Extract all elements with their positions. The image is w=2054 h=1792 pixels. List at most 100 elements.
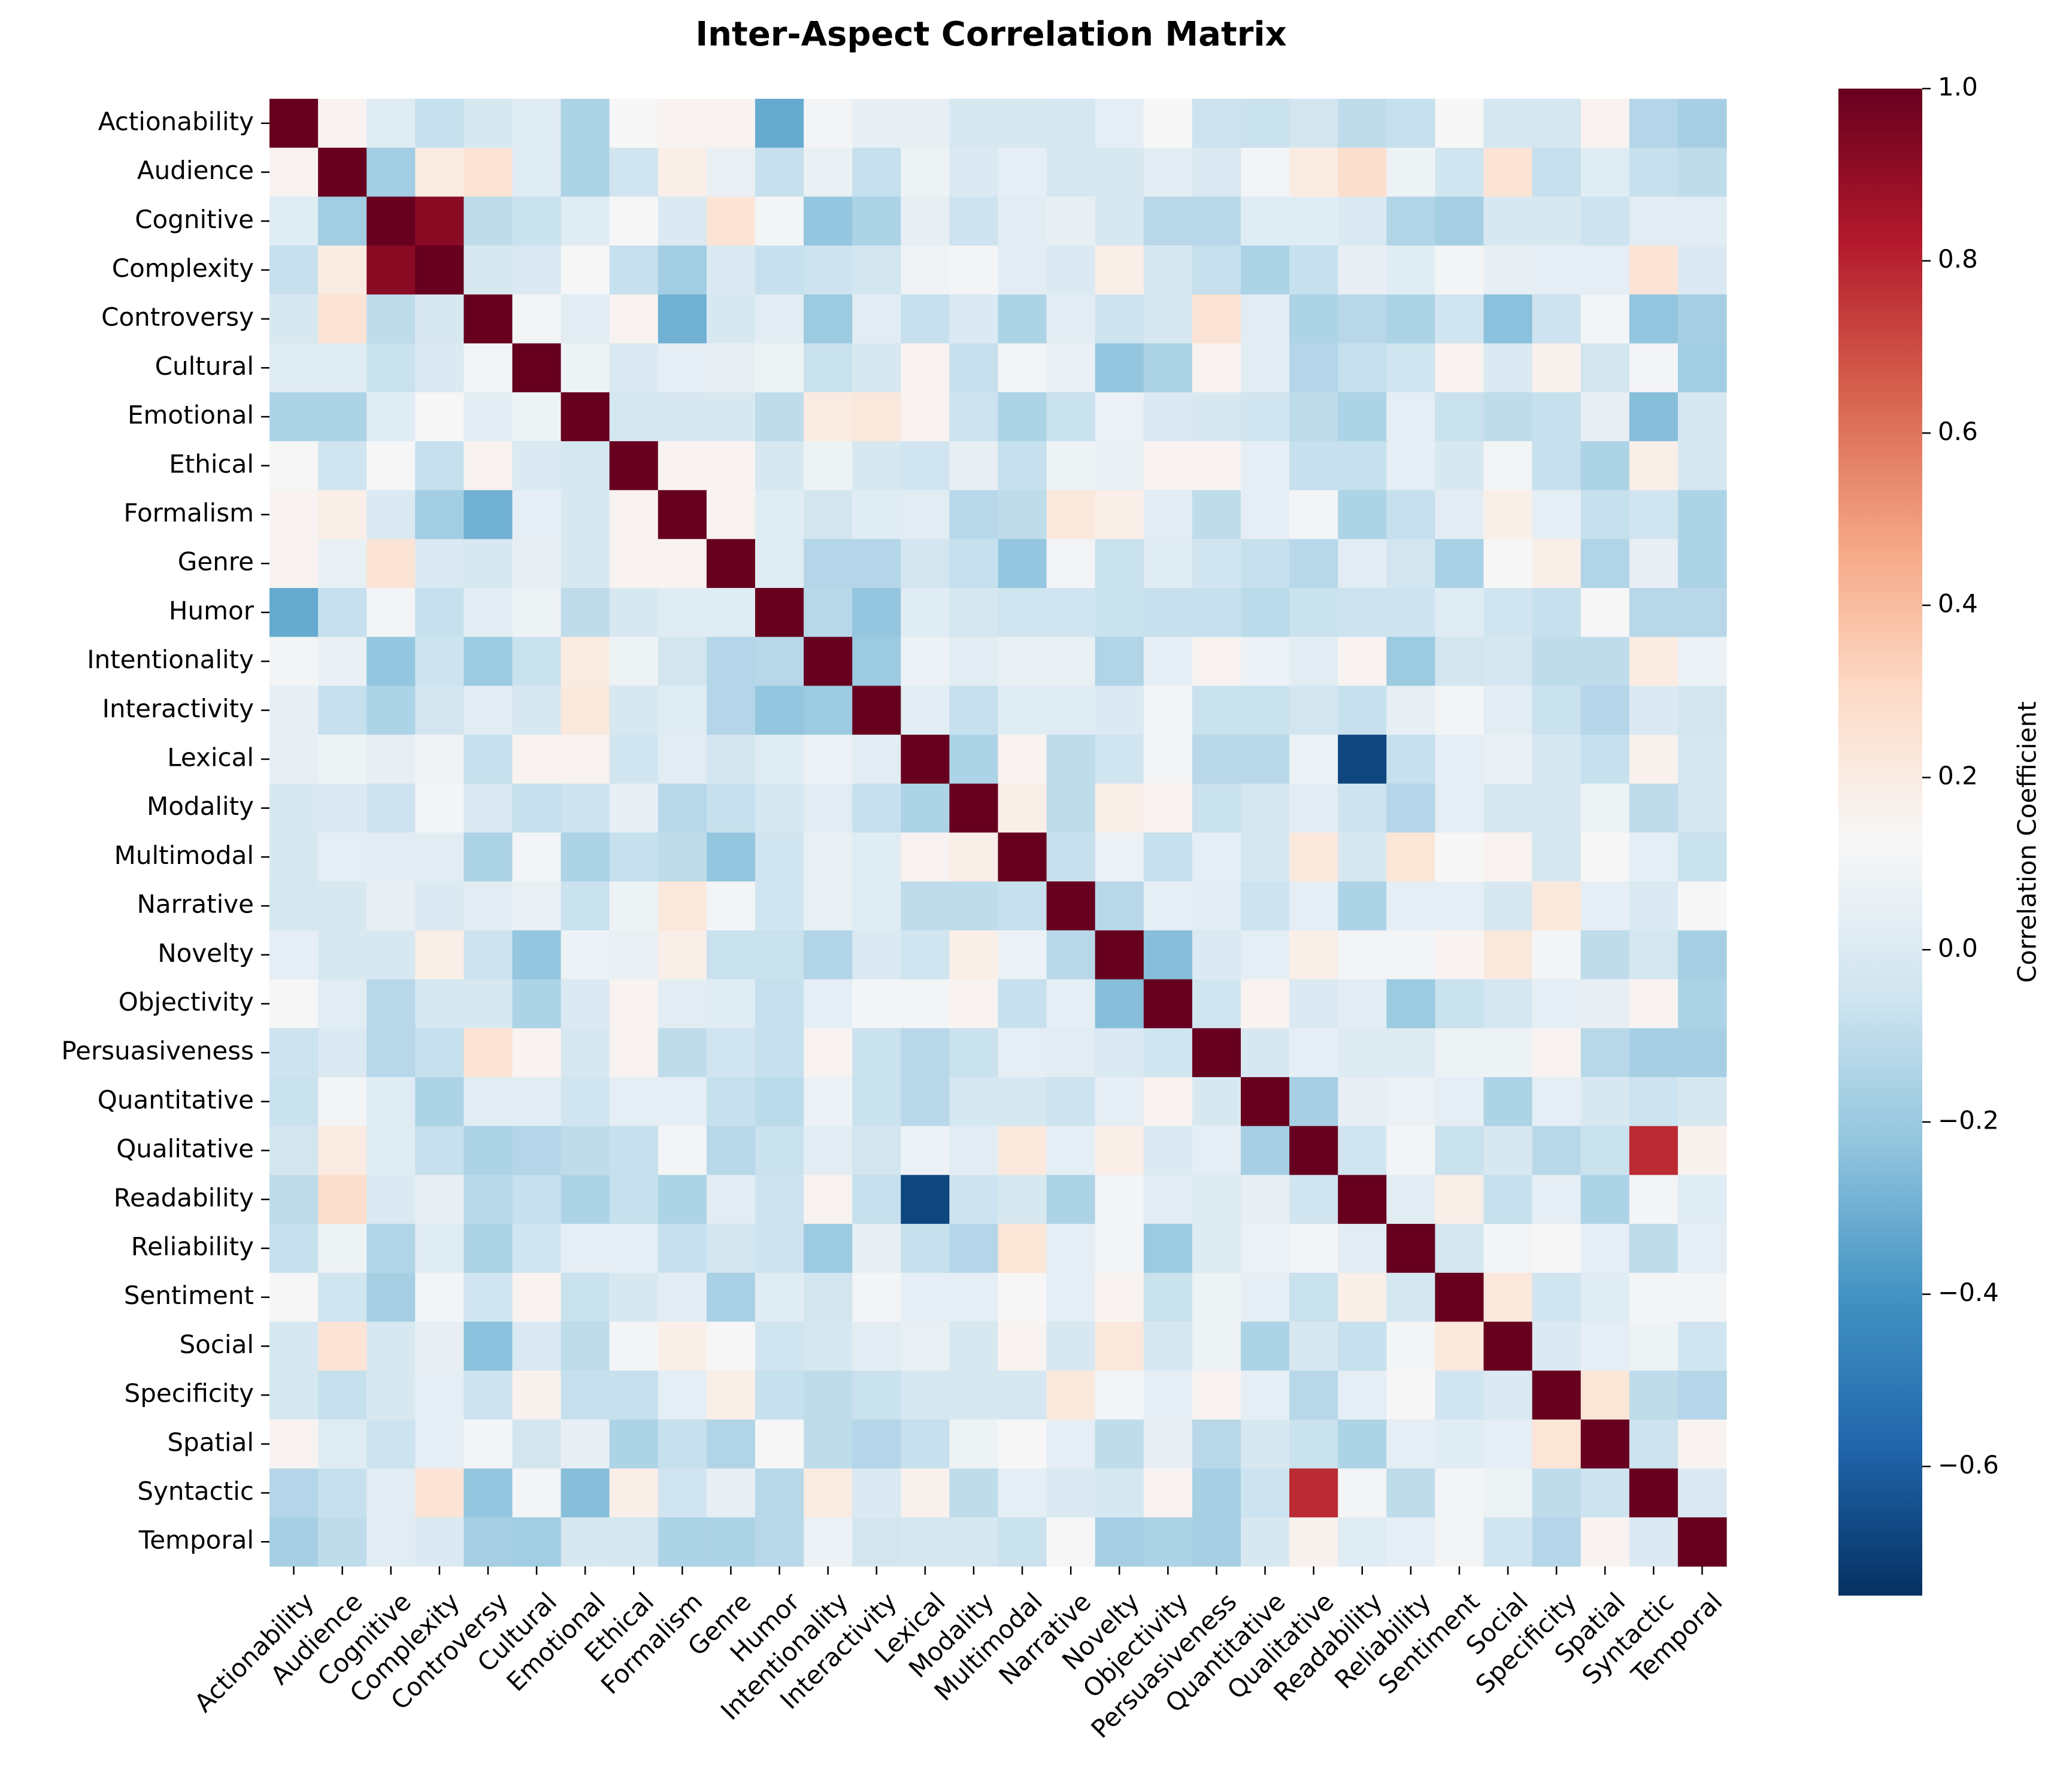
heatmap-cell [1677,1468,1727,1518]
heatmap-cell [1629,832,1679,882]
heatmap-cell [901,1468,950,1518]
heatmap-cell [1435,783,1485,833]
heatmap-cell [366,1028,416,1078]
heatmap-cell [949,343,999,393]
heatmap-cell [658,539,707,589]
heatmap-cell [1629,686,1679,735]
heatmap-cell [609,147,659,197]
heatmap-cell [706,1468,756,1518]
heatmap-cell [1532,686,1582,735]
heatmap-cell [1386,1517,1435,1567]
heatmap-cell [318,1468,367,1518]
heatmap-cell [1143,686,1193,735]
heatmap-cell [706,1028,756,1078]
heatmap-cell [1143,735,1193,784]
heatmap-cell [463,147,513,197]
heatmap-cell [1143,1175,1193,1224]
colorbar-tick-label: 0.2 [1938,761,1978,790]
heatmap-cell [463,1077,513,1127]
heatmap-cell [1143,147,1193,197]
heatmap-cell [1483,441,1533,491]
heatmap-cell [561,1517,610,1567]
heatmap-cell [1143,392,1193,442]
heatmap-cell [998,1126,1047,1175]
heatmap-cell [804,1272,853,1323]
heatmap-cell [852,979,901,1029]
heatmap-cell [706,636,756,686]
heatmap-cell [561,343,610,393]
heatmap-cell [1580,881,1630,931]
heatmap-cell [1289,294,1338,344]
heatmap-cell [269,245,319,295]
colorbar-tick-label: −0.2 [1938,1105,1999,1135]
heatmap-cell [318,1126,367,1175]
heatmap-cell [901,1321,950,1371]
heatmap-cell [658,343,707,393]
heatmap-cell [561,1272,610,1323]
heatmap-cell [1241,392,1290,442]
heatmap-cell [998,735,1047,784]
heatmap-cell [706,783,756,833]
heatmap-cell [561,588,610,638]
heatmap-cell [1677,1370,1727,1420]
heatmap-cell [1435,147,1485,197]
heatmap-cell [269,881,319,931]
heatmap-cell [1435,930,1485,980]
heatmap-cell [1046,979,1096,1029]
heatmap-cell [1046,441,1096,491]
heatmap-cell [561,979,610,1029]
heatmap-cell [1046,1370,1096,1420]
heatmap-cell [415,196,464,246]
heatmap-cell [658,1370,707,1420]
heatmap-cell [1046,930,1096,980]
heatmap-cell [1241,979,1290,1029]
heatmap-cell [998,1370,1047,1420]
heatmap-cell [1629,1419,1679,1469]
heatmap-cell [1580,979,1630,1029]
heatmap-cell [1241,881,1290,931]
heatmap-cell [1192,99,1241,148]
heatmap-cell [1532,979,1582,1029]
heatmap-cell [1289,490,1338,539]
heatmap-cell [1435,881,1485,931]
heatmap-cell [901,1224,950,1273]
heatmap-cell [706,1126,756,1175]
heatmap-cell [366,147,416,197]
heatmap-cell [658,1077,707,1127]
heatmap-cell [1677,1126,1727,1175]
heatmap-cell [1046,1175,1096,1224]
chart-title: Inter-Aspect Correlation Matrix [695,15,1286,54]
heatmap-cell [1289,1126,1338,1175]
heatmap-cell [318,1517,367,1567]
heatmap-cell [852,636,901,686]
heatmap-cell [1580,294,1630,344]
heatmap-cell [318,196,367,246]
heatmap-cell [658,686,707,735]
heatmap-cell [755,881,804,931]
heatmap-cell [1386,636,1435,686]
heatmap-cell [512,196,562,246]
colorbar-ticks: −0.6 −0.4 −0.2 0.0 0.2 0.4 0.6 0.8 1.0 [1922,72,1999,1479]
heatmap-cell [512,881,562,931]
heatmap-cell [755,979,804,1029]
heatmap-cell [949,930,999,980]
heatmap-cell [1338,343,1387,393]
heatmap-cell [998,441,1047,491]
heatmap-cell [1095,294,1144,344]
heatmap-cell [949,588,999,638]
heatmap-cell [318,1028,367,1078]
heatmap-cell [1677,1077,1727,1127]
heatmap-cell [318,1272,367,1323]
y-tick-label: Objectivity [119,987,254,1017]
heatmap-cell [1435,1077,1485,1127]
heatmap-cell [366,686,416,735]
colorbar-tick-label: 1.0 [1938,72,1978,102]
heatmap-cell [1241,1419,1290,1469]
heatmap-cell [415,832,464,882]
heatmap-cell [609,99,659,148]
heatmap-cell [1338,441,1387,491]
heatmap-cell [1241,490,1290,539]
heatmap-cell [1192,294,1241,344]
heatmap-cell [1143,1028,1193,1078]
heatmap-cell [1046,1077,1096,1127]
